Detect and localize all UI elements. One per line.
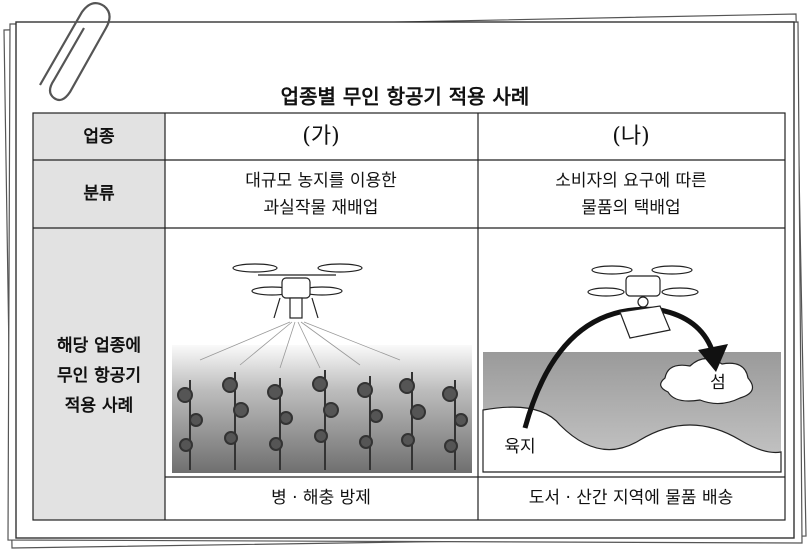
island-label: 섬 [710,373,726,393]
title: 업종별 무인 항공기 적용 사례 [281,85,530,109]
caption: 병 · 해충 방제 [271,488,371,508]
farm-illustration [172,263,472,473]
row-label: 분류 [83,184,115,204]
table-border [32,112,786,521]
paper-clip [39,1,111,102]
header-column [33,113,165,520]
row-label: 무인 항공기 [57,365,141,386]
land-label: 육지 [504,437,535,457]
cell-text: 소비자의 요구에 따른 [555,171,707,191]
cell-text: 과실작물 재배업 [264,198,379,218]
header-label: (나) [612,124,649,149]
cell-text: 대규모 농지를 이용한 [245,171,397,191]
caption: 도서 · 산간 지역에 물품 배송 [529,488,733,508]
header-label: 업종 [83,127,115,147]
row-label: 적용 사례 [65,396,133,416]
delivery-illustration [482,265,782,473]
cell-text: 물품의 택배업 [581,198,680,218]
row-label: 해당 업종에 [57,336,141,356]
header-label: (가) [302,124,339,149]
